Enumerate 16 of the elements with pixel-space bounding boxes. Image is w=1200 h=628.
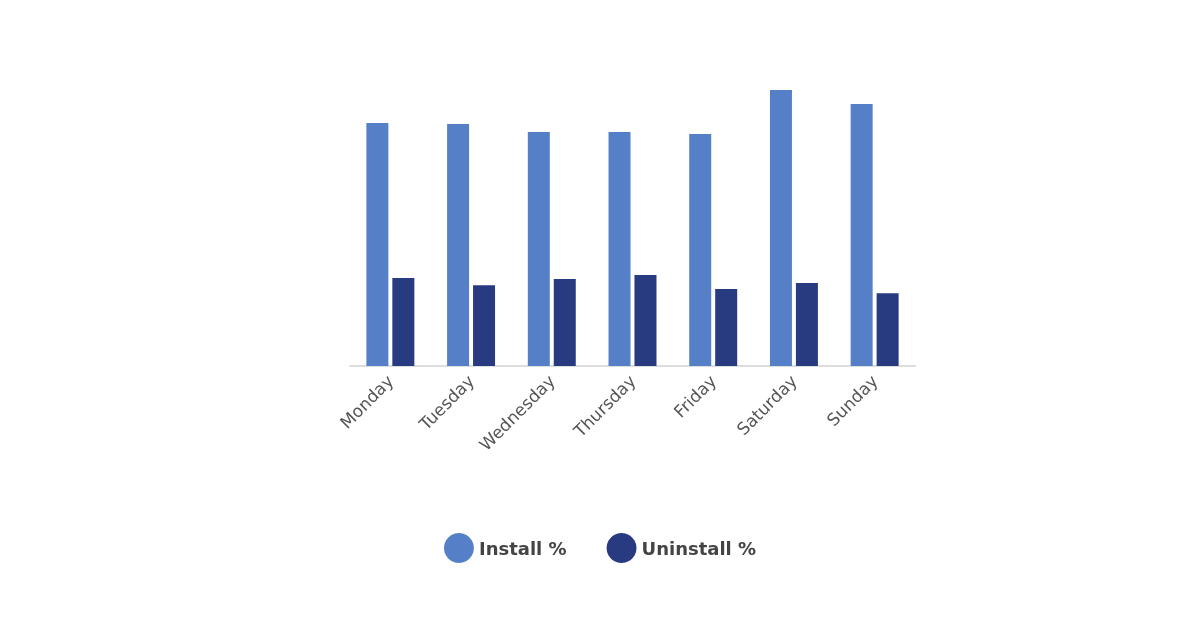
bar — [608, 131, 631, 366]
bar — [553, 279, 576, 366]
bar — [392, 277, 415, 366]
bar — [715, 289, 738, 366]
bar — [447, 123, 470, 366]
bar — [527, 131, 550, 366]
bar — [366, 123, 389, 366]
bar — [850, 104, 873, 366]
bar — [876, 293, 899, 366]
bar — [473, 285, 496, 366]
legend-label: Install % — [478, 537, 567, 559]
legend-label: Uninstall % — [641, 537, 757, 559]
bar — [689, 133, 712, 366]
bar — [634, 274, 657, 366]
bar — [769, 90, 792, 366]
bar — [795, 282, 818, 366]
